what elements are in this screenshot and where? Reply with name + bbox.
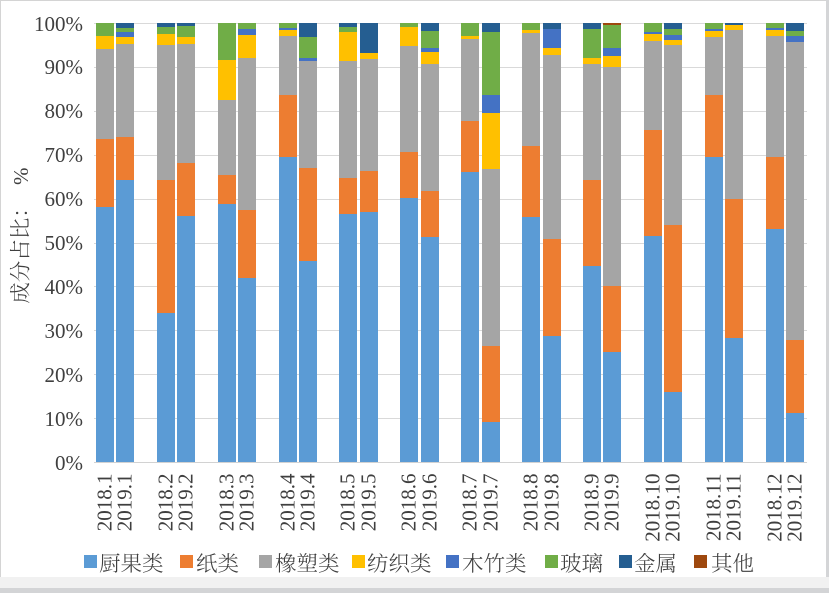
svg-text:%: % bbox=[9, 168, 32, 191]
